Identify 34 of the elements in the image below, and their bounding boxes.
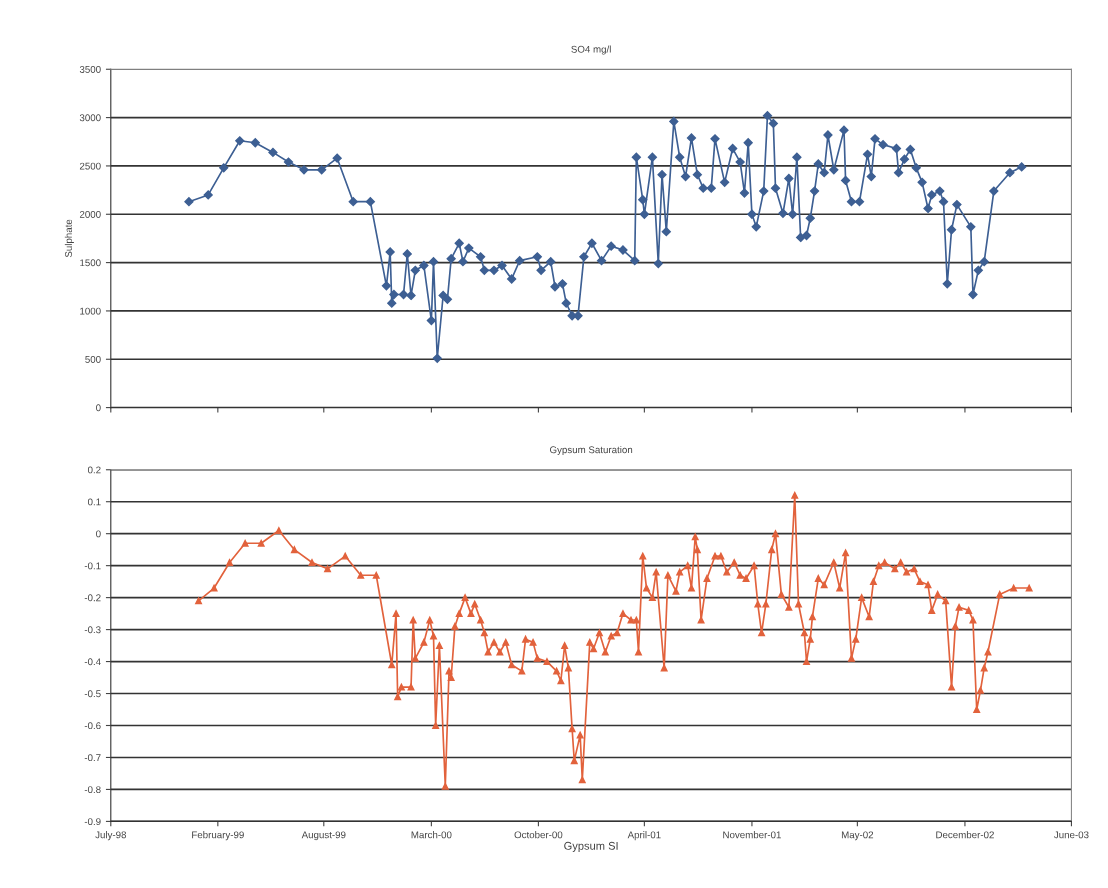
- x-tick-label: February-99: [192, 831, 244, 841]
- x-tick-label: November-01: [723, 831, 781, 839]
- y-tick-label: 0: [96, 530, 101, 538]
- y-tick-label: 2500: [79, 162, 101, 170]
- y-tick-label: 0.2: [87, 466, 101, 474]
- y-tick-label: -0.4: [84, 658, 101, 666]
- y-tick-label: 2000: [79, 211, 101, 218]
- y-tick-label: -0.8: [84, 786, 101, 794]
- x-tick-label: April-01: [627, 831, 661, 841]
- x-tick-label: July-98: [95, 831, 127, 841]
- x-tick-label: December-02: [936, 831, 994, 839]
- chart-title: Gypsum Saturation: [550, 446, 633, 456]
- y-tick-label: -0.7: [84, 754, 101, 762]
- y-tick-label: 0.1: [87, 498, 101, 506]
- y-tick-label: -0.9: [84, 818, 101, 826]
- y-tick-label: 3000: [79, 114, 101, 122]
- y-tick-label: 500: [85, 355, 101, 363]
- y-tick-label: 0: [96, 404, 101, 412]
- y-tick-label: 3500: [79, 66, 101, 73]
- y-tick-label: 1000: [80, 307, 101, 315]
- x-axis-title: Gypsum SI: [564, 841, 618, 852]
- y-axis-title: Sulphate: [64, 219, 74, 258]
- y-tick-label: -0.5: [84, 690, 101, 698]
- x-tick-label: May-02: [841, 831, 874, 841]
- y-tick-label: -0.1: [84, 562, 101, 570]
- chart-title: SO4 mg/l: [571, 45, 611, 55]
- x-tick-label: October-00: [514, 831, 563, 839]
- y-tick-label: -0.2: [84, 594, 101, 602]
- y-tick-label: -0.6: [84, 722, 101, 730]
- y-tick-label: -0.3: [84, 626, 101, 634]
- x-tick-label: August-99: [301, 831, 346, 841]
- y-tick-label: 1500: [80, 259, 101, 267]
- x-tick-label: March-00: [411, 831, 452, 839]
- x-tick-label: June-03: [1054, 831, 1089, 839]
